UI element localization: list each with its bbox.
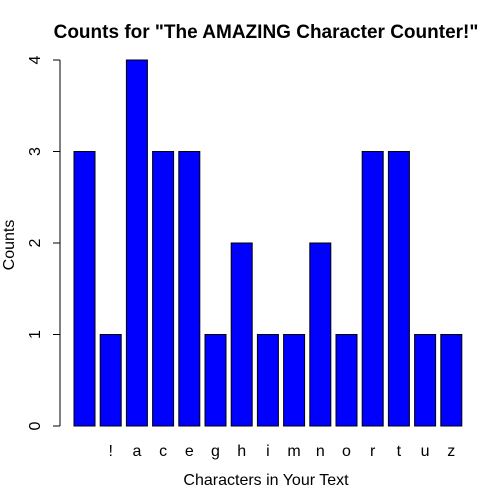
- y-axis: 0 1 2 3 4: [27, 55, 61, 430]
- x-tick-label: n: [316, 443, 325, 460]
- bars: [73, 59, 463, 427]
- y-tick-label: 2: [27, 238, 44, 247]
- bar: [309, 242, 332, 427]
- bar: [73, 151, 96, 427]
- y-tick-label: 4: [27, 55, 44, 64]
- x-tick-label: r: [370, 443, 376, 460]
- bar: [230, 242, 253, 427]
- bar: [361, 151, 384, 427]
- bar: [152, 151, 175, 427]
- y-tick-label: 3: [27, 147, 44, 156]
- x-tick-label: !: [108, 443, 112, 460]
- x-tick-label: c: [159, 443, 167, 460]
- x-tick-label: o: [342, 443, 351, 460]
- x-tick-label: m: [287, 443, 300, 460]
- x-tick-label: a: [132, 443, 141, 460]
- y-tick-label: 1: [27, 330, 44, 339]
- x-tick-label: i: [266, 443, 270, 460]
- x-tick-label: z: [447, 443, 455, 460]
- bar: [440, 334, 463, 427]
- x-tick-label: t: [397, 443, 402, 460]
- bar: [125, 59, 148, 427]
- bar: [204, 334, 227, 427]
- chart-title: Counts for "The AMAZING Character Counte…: [54, 22, 479, 43]
- x-tick-label: g: [211, 443, 220, 460]
- x-tick-label: u: [421, 443, 430, 460]
- x-tick-label: e: [185, 443, 194, 460]
- bar: [414, 334, 437, 427]
- bar: [178, 151, 201, 427]
- x-tick-label: h: [237, 443, 246, 460]
- y-tick-label: 0: [27, 421, 44, 430]
- bar: [387, 151, 410, 427]
- y-axis-label: Counts: [1, 220, 18, 271]
- x-tick-labels: ! a c e g h i m n o r t u z: [108, 443, 455, 460]
- bar: [256, 334, 279, 427]
- bar: [335, 334, 358, 427]
- bar: [99, 334, 122, 427]
- bar: [283, 334, 306, 427]
- x-axis-label: Characters in Your Text: [183, 472, 349, 489]
